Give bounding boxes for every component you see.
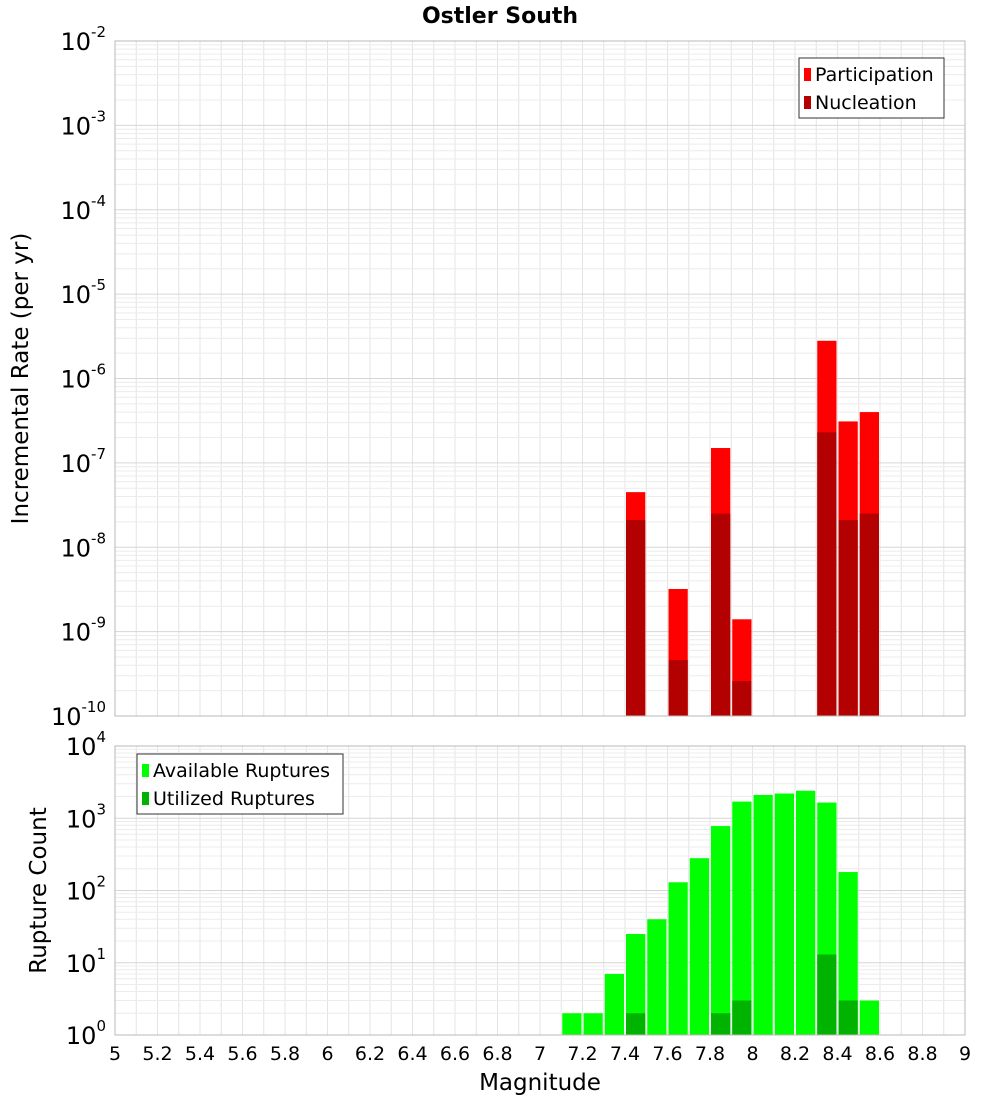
- bottom-legend-label: Utilized Ruptures: [153, 788, 315, 810]
- bottom-bar-series1: [647, 919, 667, 1035]
- top-plot-border: [114, 40, 966, 717]
- top-legend: [798, 57, 945, 119]
- top-plot: 10-10 10-9 10-8 10-7 10-6 10-5 10-4 10-3 10-2 Inc…: [8, 23, 966, 731]
- bottom-bar-series1: [689, 858, 709, 1035]
- x-tick-label: 5.8: [270, 1043, 300, 1065]
- x-tick-label: 5.2: [142, 1043, 172, 1065]
- top-bar-series2: [838, 520, 858, 716]
- x-tick-label: 7.4: [610, 1043, 640, 1065]
- top-bar-series2: [859, 513, 879, 716]
- bottom-bar-series1: [626, 933, 646, 1035]
- x-tick-label: 6.6: [440, 1043, 470, 1065]
- bottom-bar-series1: [774, 793, 794, 1035]
- x-tick-labels: 5 5.2 5.4 5.6 5.8 6 6.2 6.4 6.6 6.8 7 7.2 7.4 7.6 7.8 8…: [109, 1043, 971, 1065]
- top-y-tick-label: 10-10: [51, 698, 106, 731]
- top-y-tick-label: 10-2: [60, 23, 106, 56]
- bottom-bar-series2: [838, 1000, 858, 1035]
- bottom-bar-series1: [753, 794, 773, 1035]
- bottom-legend-label: Available Ruptures: [153, 760, 330, 782]
- top-bar-series2: [626, 520, 646, 716]
- x-tick-label: 9: [959, 1043, 971, 1065]
- x-tick-label: 7.6: [652, 1043, 682, 1065]
- top-y-tick-label: 10-5: [60, 276, 106, 309]
- top-bar-series2: [817, 432, 837, 716]
- bottom-y-tick-label: 104: [66, 728, 106, 761]
- x-tick-label: 5.6: [227, 1043, 257, 1065]
- top-legend-label: Participation: [815, 64, 934, 86]
- top-legend-swatch: [804, 68, 811, 81]
- top-bar-series2: [668, 660, 688, 716]
- chart-title: Ostler South: [422, 4, 578, 29]
- top-bar-series2: [711, 513, 731, 716]
- bottom-bar-series1: [668, 882, 688, 1035]
- bottom-legend-swatch: [142, 764, 149, 777]
- bottom-legend-swatch: [142, 792, 149, 805]
- bottom-y-tick-label: 102: [66, 873, 106, 906]
- bottom-bar-series1: [583, 1013, 603, 1035]
- top-legend-swatch: [804, 96, 811, 109]
- top-y-tick-label: 10-6: [60, 361, 106, 394]
- bottom-bar-series1: [796, 790, 816, 1035]
- bottom-bar-series1: [859, 1000, 879, 1035]
- bottom-bar-series2: [711, 1013, 731, 1035]
- x-tick-label: 6.8: [482, 1043, 512, 1065]
- x-tick-label: 8.8: [907, 1043, 937, 1065]
- bottom-plot: 100 101 102 103 104 Rupture Count Available Ru…: [26, 728, 966, 1050]
- bottom-bar-series1: [838, 872, 858, 1035]
- bottom-legend: [136, 753, 344, 815]
- x-tick-label: 6.2: [355, 1043, 385, 1065]
- x-tick-label: 6: [321, 1043, 333, 1065]
- x-tick-label: 6.4: [397, 1043, 427, 1065]
- bottom-bar-series1: [562, 1013, 582, 1035]
- top-bar-series2: [732, 680, 752, 716]
- bottom-y-tick-label: 101: [66, 945, 106, 978]
- bottom-bar-series1: [732, 801, 752, 1035]
- x-tick-label: 5: [109, 1043, 121, 1065]
- x-tick-label: 7: [534, 1043, 546, 1065]
- top-y-tick-label: 10-4: [60, 192, 106, 225]
- top-y-tick-label: 10-7: [60, 445, 106, 478]
- x-tick-label: 7.8: [695, 1043, 725, 1065]
- bottom-y-tick-label: 100: [66, 1017, 106, 1050]
- bottom-y-axis-label: Rupture Count: [26, 807, 52, 973]
- top-y-tick-label: 10-3: [60, 107, 106, 140]
- x-tick-label: 8.2: [780, 1043, 810, 1065]
- top-y-axis-label: Incremental Rate (per yr): [8, 233, 34, 525]
- bottom-bar-series1: [711, 826, 731, 1035]
- bottom-bar-series2: [817, 954, 837, 1035]
- bottom-bar-series1: [604, 973, 624, 1035]
- x-axis-label: Magnitude: [479, 1070, 601, 1096]
- top-y-tick-label: 10-8: [60, 529, 106, 562]
- x-tick-label: 8.6: [865, 1043, 895, 1065]
- top-legend-label: Nucleation: [815, 92, 917, 114]
- x-tick-label: 8.4: [822, 1043, 852, 1065]
- x-tick-label: 5.4: [185, 1043, 215, 1065]
- top-y-tick-label: 10-9: [60, 614, 106, 647]
- bottom-y-tick-label: 103: [66, 800, 106, 833]
- bottom-bar-series2: [732, 1000, 752, 1035]
- x-tick-label: 8: [746, 1043, 758, 1065]
- bottom-bar-series2: [626, 1013, 646, 1035]
- bottom-plot-border: [114, 745, 966, 1036]
- x-tick-label: 7.2: [567, 1043, 597, 1065]
